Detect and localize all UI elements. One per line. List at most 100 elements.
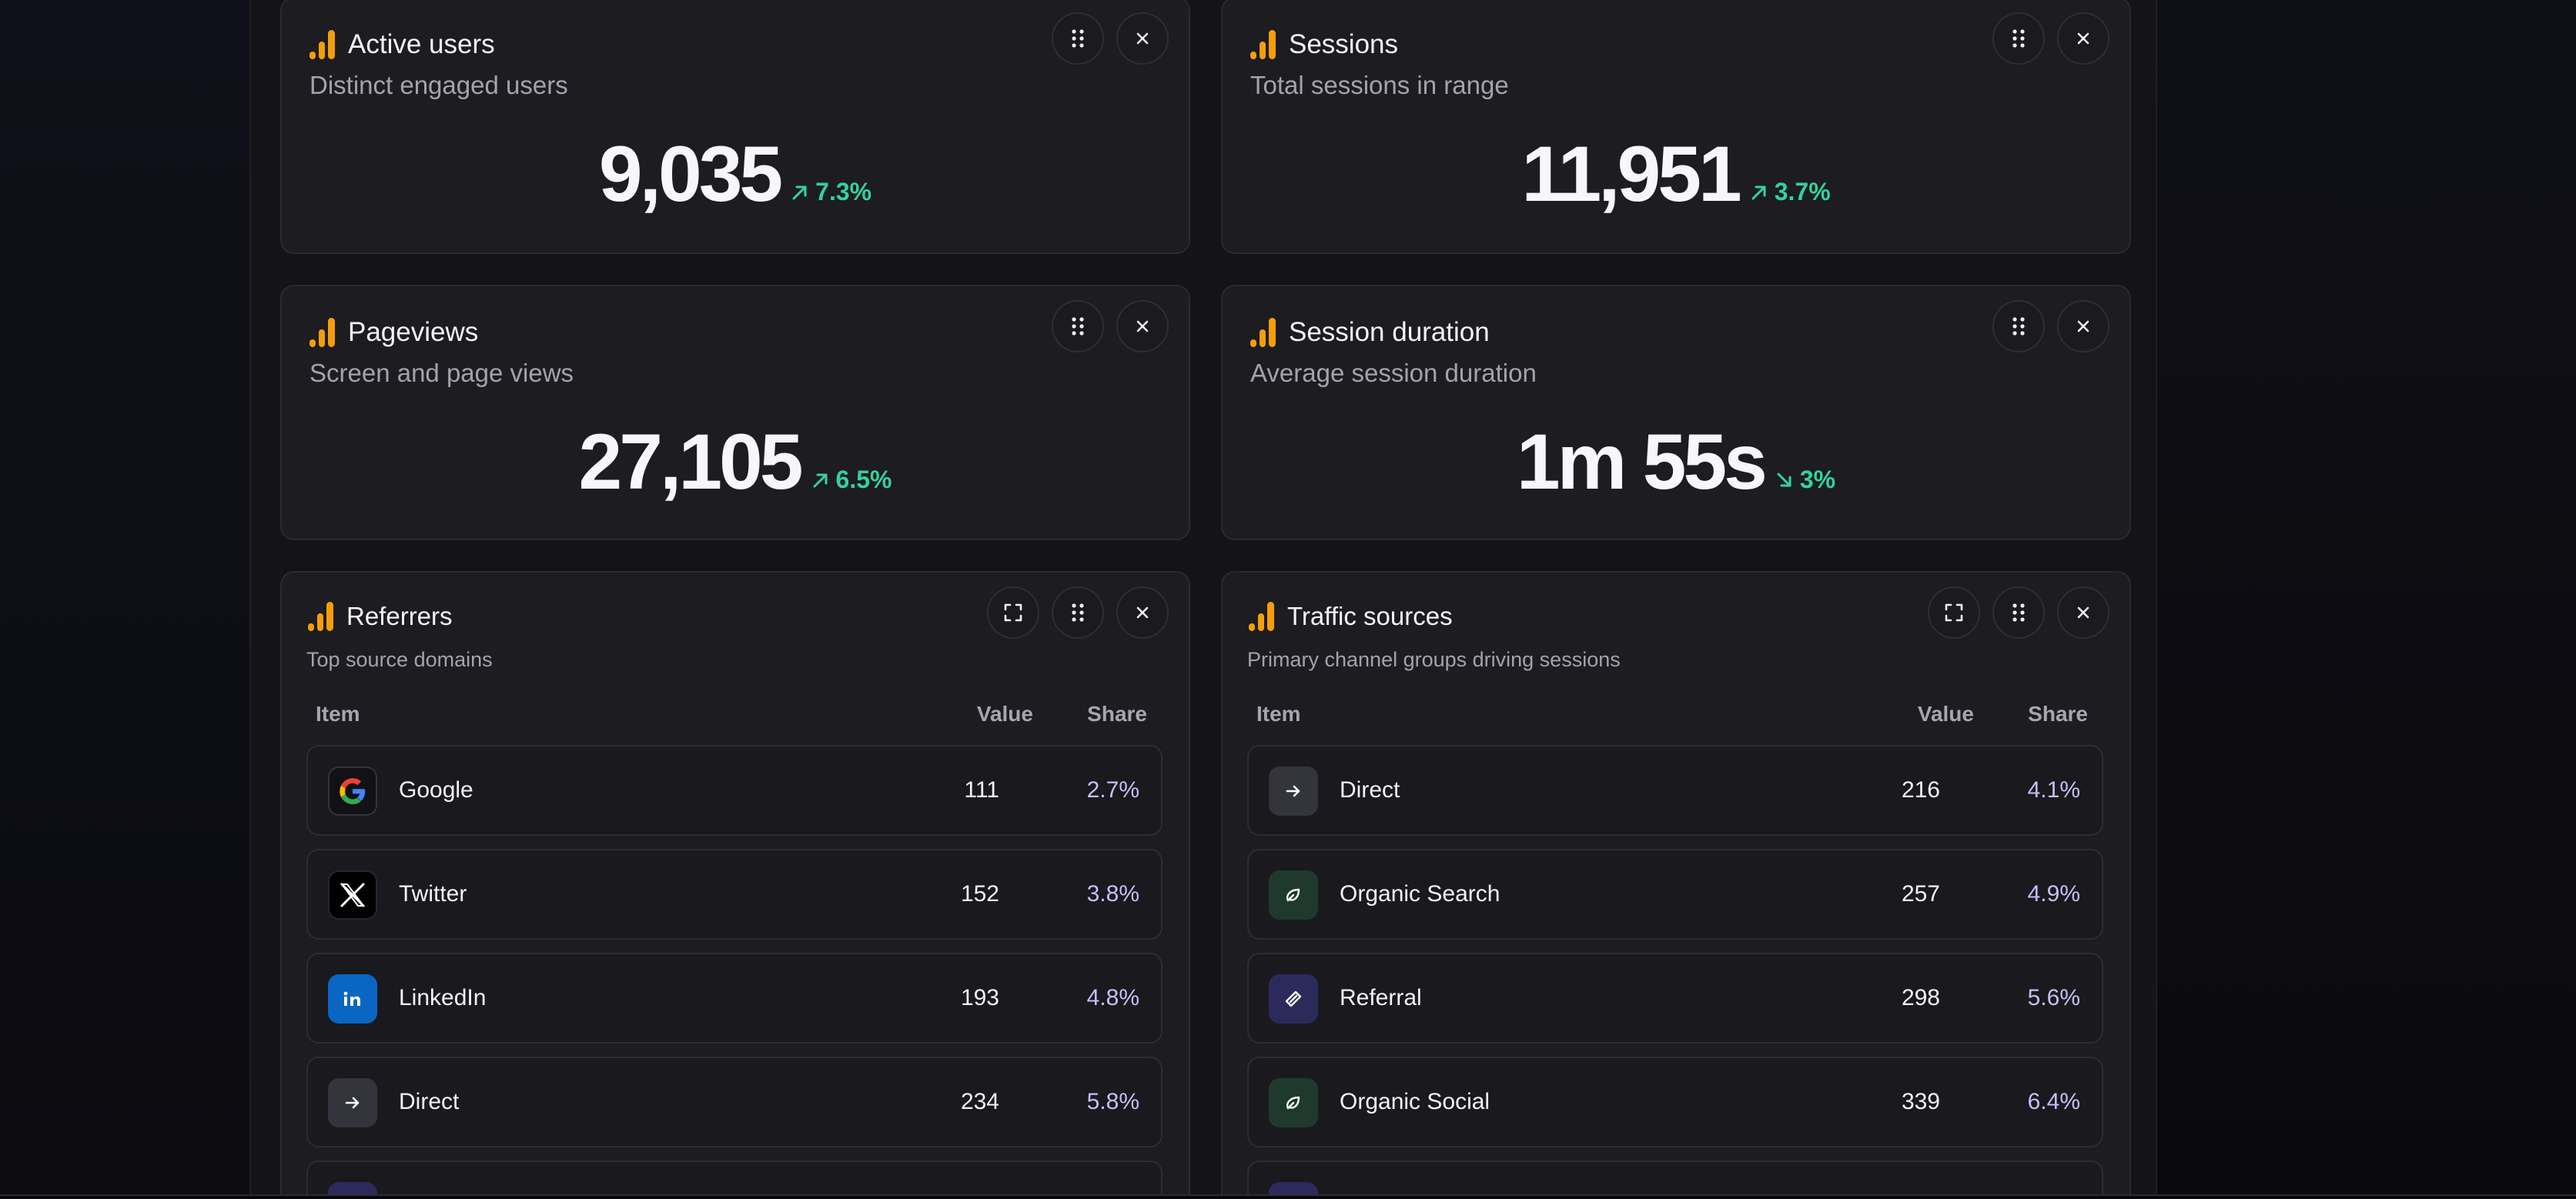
row-name: Google xyxy=(399,777,473,803)
row-share: 3.8% xyxy=(1086,881,1139,907)
drag-handle-button[interactable] xyxy=(1052,12,1104,65)
drag-handle-button[interactable] xyxy=(1052,586,1104,639)
column-header-value: Value xyxy=(976,702,1033,726)
page-background-left xyxy=(0,0,249,1199)
table-row[interactable]: Twitter 152 3.8% xyxy=(306,849,1163,940)
close-icon xyxy=(2077,606,2089,619)
table-row-partial[interactable] xyxy=(306,1161,1163,1199)
page-background-right xyxy=(2157,0,2576,1199)
column-headers: Item Value Share xyxy=(313,702,1169,733)
close-button[interactable] xyxy=(2057,586,2109,639)
table-row-partial[interactable] xyxy=(1247,1161,2103,1199)
dashboard-container: Active users Distinct engaged users 9,03… xyxy=(249,0,2157,1199)
table-subtitle: Primary channel groups driving sessions xyxy=(1247,648,1621,671)
close-icon xyxy=(1136,320,1149,332)
expand-icon xyxy=(1004,603,1022,622)
row-value: 216 xyxy=(1901,777,1940,803)
drag-handle-button[interactable] xyxy=(1052,300,1104,352)
table-subtitle: Top source domains xyxy=(306,648,493,671)
row-value: 152 xyxy=(960,881,999,907)
row-share: 6.4% xyxy=(2027,1089,2080,1114)
expand-button[interactable] xyxy=(1928,586,1980,639)
drag-handle-button[interactable] xyxy=(1992,300,2045,352)
table-row[interactable]: Direct 234 5.8% xyxy=(306,1057,1163,1147)
row-share: 4.8% xyxy=(1086,985,1139,1010)
row-name: LinkedIn xyxy=(399,985,487,1010)
close-button[interactable] xyxy=(1116,12,1169,65)
row-share: 4.1% xyxy=(2027,777,2080,803)
analytics-bars-icon xyxy=(309,30,335,59)
table-title: Traffic sources xyxy=(1287,602,1453,630)
x-twitter-icon xyxy=(328,870,377,920)
metric-header: Active users xyxy=(309,29,495,60)
column-header-item: Item xyxy=(316,702,360,726)
metric-delta-value: 6.5% xyxy=(835,466,892,493)
metric-value: 1m 55s xyxy=(1516,418,1768,506)
close-icon xyxy=(1136,606,1149,619)
table-row[interactable]: Referral 298 5.6% xyxy=(1247,953,2103,1044)
arrow-right-icon xyxy=(1269,766,1318,816)
row-value: 257 xyxy=(1901,881,1940,907)
trend-up-icon xyxy=(813,473,828,487)
row-share: 2.7% xyxy=(1086,777,1139,803)
traffic-sources-card: Traffic sources Primary channel groups d… xyxy=(1221,571,2131,1199)
drag-handle-button[interactable] xyxy=(1992,586,2045,639)
close-icon xyxy=(2077,320,2089,332)
metric-subtitle: Distinct engaged users xyxy=(309,71,568,99)
metric-delta: 7.3% xyxy=(791,178,871,206)
row-name: Twitter xyxy=(399,881,467,907)
analytics-bars-icon xyxy=(1250,30,1276,59)
row-value: 111 xyxy=(964,777,999,803)
metric-card-sessions: Sessions Total sessions in range 11,951 … xyxy=(1221,0,2131,254)
row-value: 298 xyxy=(1901,985,1940,1010)
metric-header: Session duration xyxy=(1250,317,1490,348)
metric-delta-value: 3.7% xyxy=(1774,178,1831,205)
linkedin-icon xyxy=(328,974,377,1024)
close-button[interactable] xyxy=(2057,12,2109,65)
trend-up-icon xyxy=(1751,185,1766,199)
drag-handle-button[interactable] xyxy=(1992,12,2045,65)
trend-down-icon xyxy=(1777,473,1791,486)
drag-handle-icon xyxy=(1072,603,1084,622)
column-headers: Item Value Share xyxy=(1253,702,2109,733)
table-row[interactable]: LinkedIn 193 4.8% xyxy=(306,953,1163,1044)
drag-handle-icon xyxy=(1072,317,1084,336)
metric-card-session-duration: Session duration Average session duratio… xyxy=(1221,285,2131,540)
table-row[interactable]: Organic Search 257 4.9% xyxy=(1247,849,2103,940)
close-button[interactable] xyxy=(1116,586,1169,639)
google-icon xyxy=(328,766,377,816)
metric-card-active-users: Active users Distinct engaged users 9,03… xyxy=(280,0,1190,254)
row-share: 5.6% xyxy=(2027,985,2080,1010)
metric-subtitle: Screen and page views xyxy=(309,359,574,387)
close-button[interactable] xyxy=(2057,300,2109,352)
table-row[interactable]: Google 111 2.7% xyxy=(306,745,1163,836)
close-button[interactable] xyxy=(1116,300,1169,352)
table-row[interactable]: Organic Social 339 6.4% xyxy=(1247,1057,2103,1147)
metric-title: Sessions xyxy=(1289,29,1399,59)
metric-card-pageviews: Pageviews Screen and page views 27,105 6… xyxy=(280,285,1190,540)
table-header: Referrers xyxy=(308,602,453,631)
card-controls xyxy=(1992,12,2109,65)
close-icon xyxy=(1136,32,1149,45)
column-header-value: Value xyxy=(1917,702,1974,726)
metric-value: 27,105 xyxy=(578,418,804,506)
table-row[interactable]: Direct 216 4.1% xyxy=(1247,745,2103,836)
metric-value-row: 1m 55s 3% xyxy=(1223,418,2129,506)
metric-delta-value: 3% xyxy=(1799,466,1836,493)
metric-delta: 6.5% xyxy=(811,466,892,494)
card-controls xyxy=(1052,300,1169,352)
metric-value-row: 11,951 3.7% xyxy=(1223,135,2129,213)
drag-handle-icon xyxy=(2012,29,2025,48)
leaf-icon xyxy=(1269,1078,1318,1127)
metric-title: Active users xyxy=(348,29,495,59)
analytics-bars-icon xyxy=(308,602,333,631)
drag-handle-icon xyxy=(2012,603,2025,622)
row-share: 5.8% xyxy=(1086,1089,1139,1114)
metric-value-row: 27,105 6.5% xyxy=(282,418,1189,506)
row-name: Organic Social xyxy=(1340,1089,1490,1114)
row-name: Direct xyxy=(1340,777,1400,803)
expand-button[interactable] xyxy=(987,586,1039,639)
row-name: Direct xyxy=(399,1089,460,1114)
table-title: Referrers xyxy=(346,602,453,630)
leaf-icon xyxy=(1269,870,1318,920)
